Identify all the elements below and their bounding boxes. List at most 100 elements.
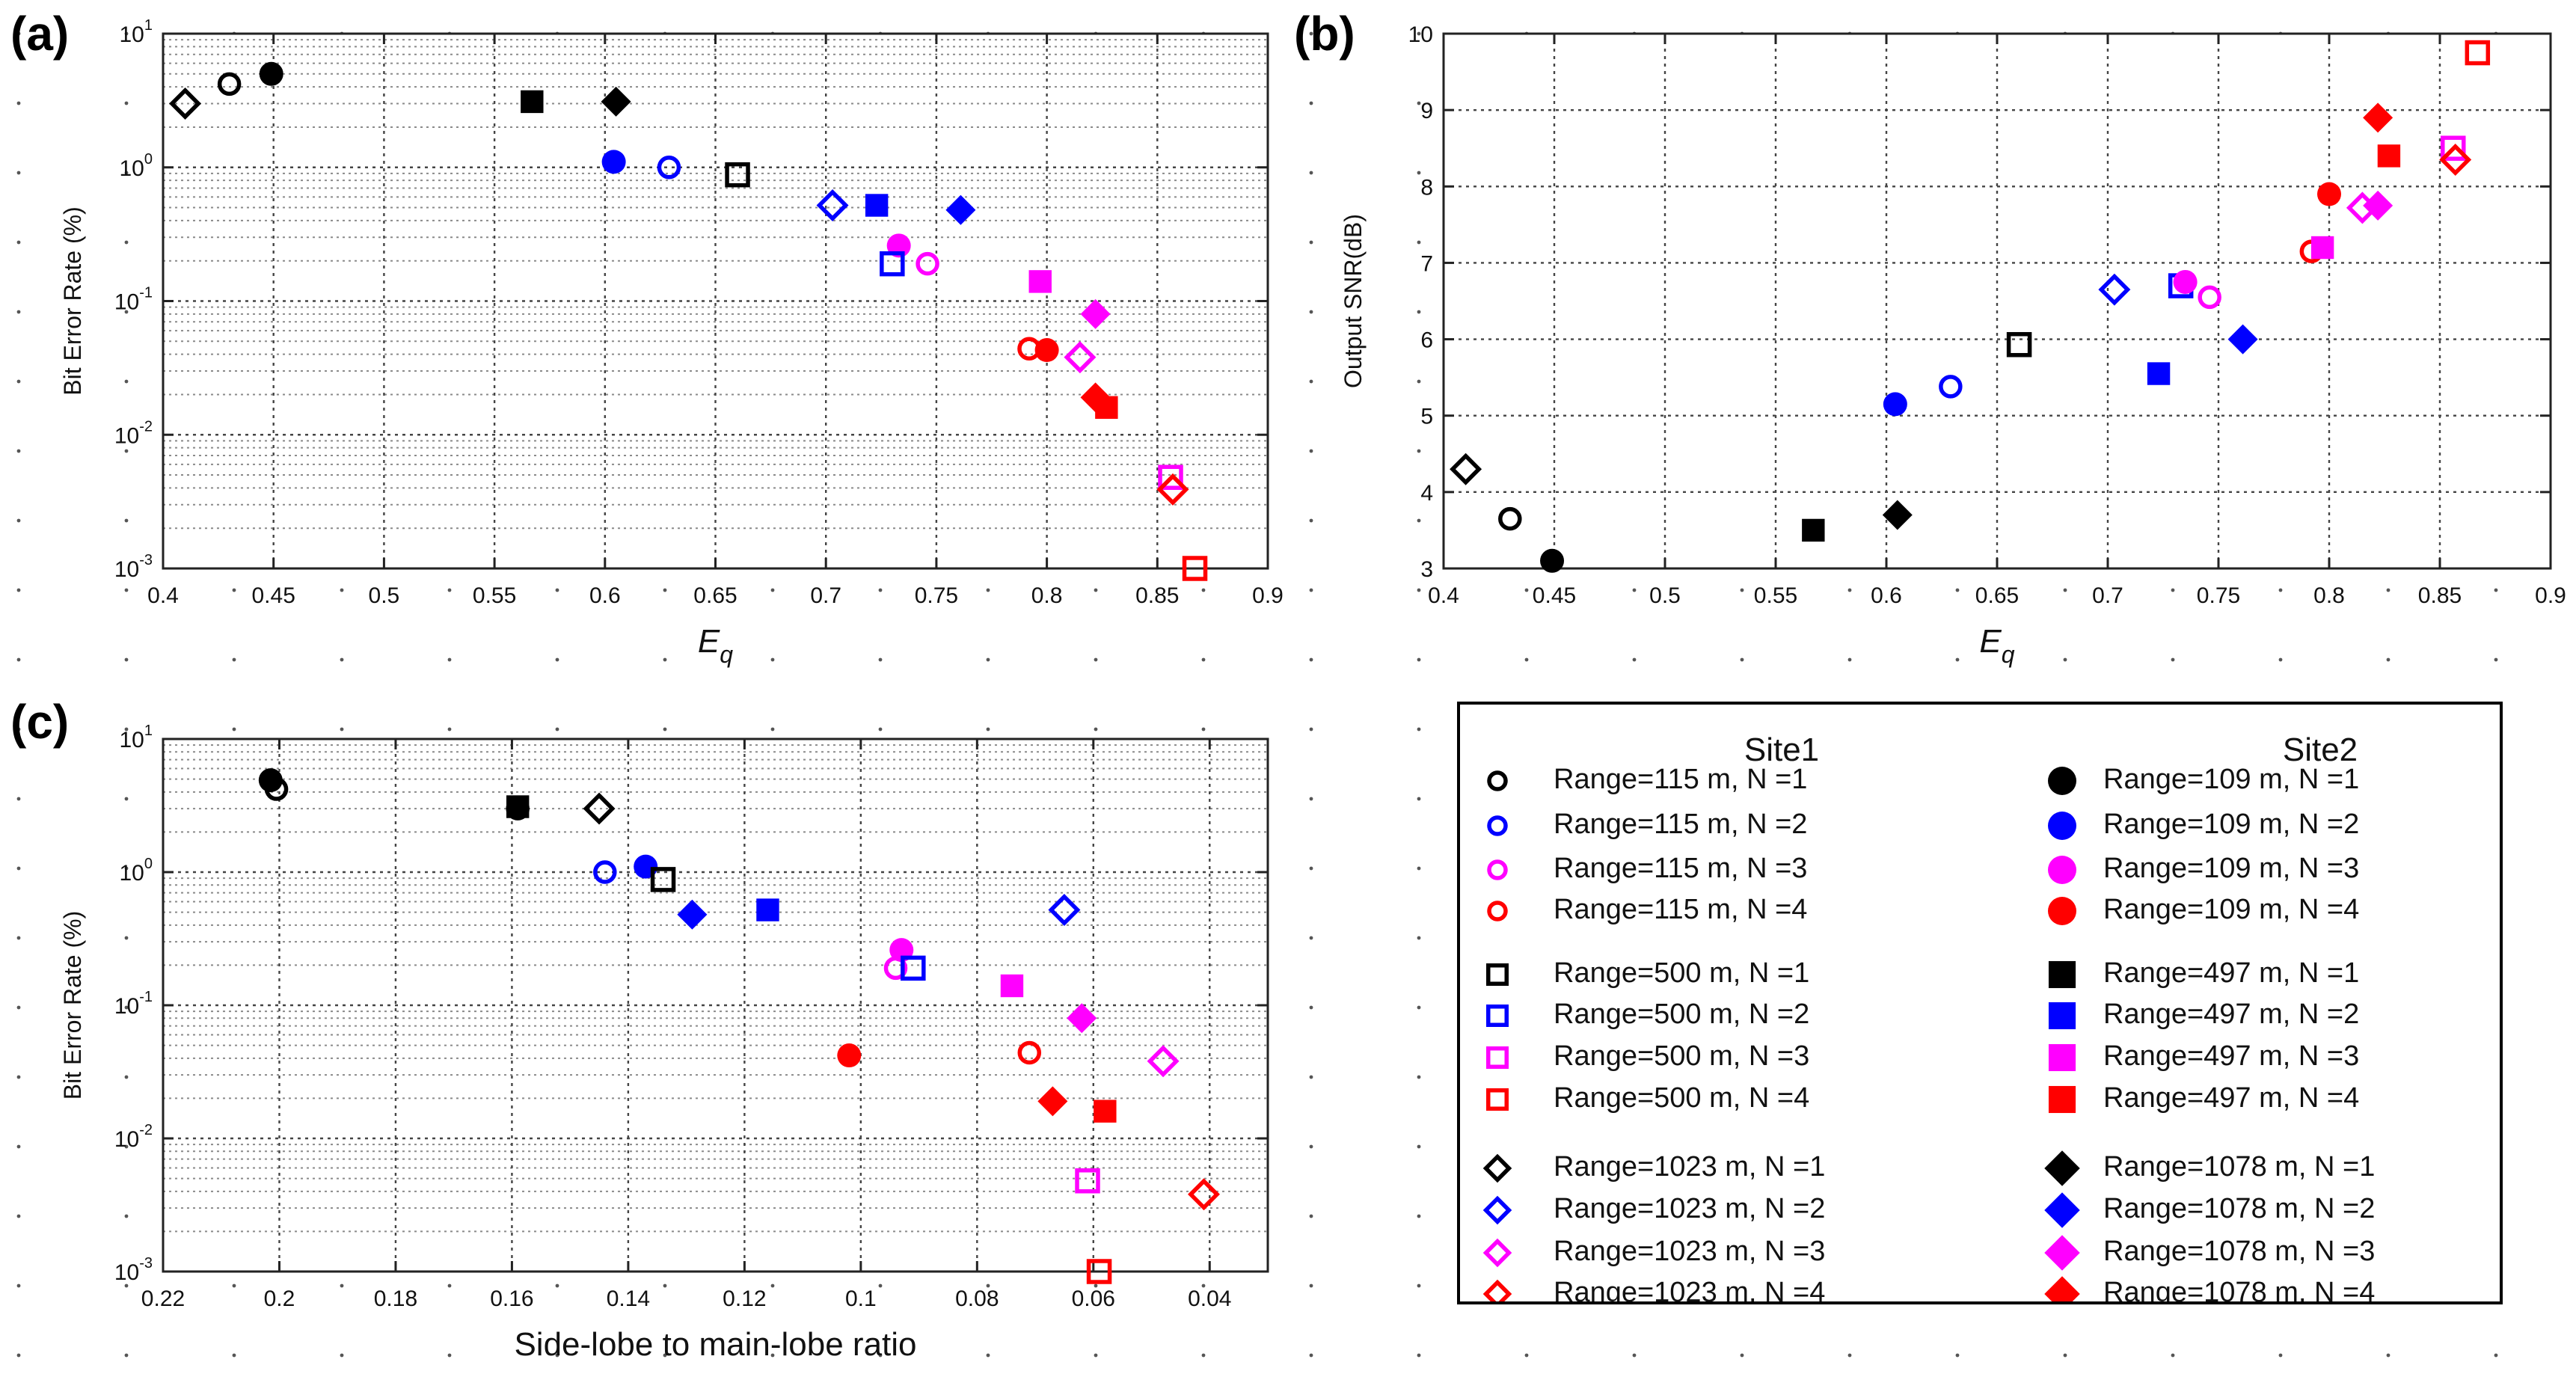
y-tick-label: 10-1 (114, 285, 153, 315)
data-point-diamond-open (1064, 341, 1097, 374)
legend-label-site2: Range=109 m, N =2 (2103, 809, 2359, 840)
data-point-square-open (1075, 1168, 1100, 1194)
data-point-square-open (901, 955, 926, 981)
data-point-circle-filled (2317, 182, 2341, 206)
x-tick-label: 0.4 (147, 583, 179, 608)
data-point-circle-filled (2173, 269, 2198, 294)
x-tick-label: 0.9 (1252, 583, 1284, 608)
data-point-diamond-open (1048, 894, 1081, 927)
legend-row: Range=115 m, N =2 Range=109 m, N =2 (1487, 809, 2359, 840)
y-tick-label: 8 (1420, 175, 1433, 200)
y-tick-label: 10 (1408, 22, 1433, 47)
x-axis-label-c: Side-lobe to main-lobe ratio (514, 1326, 916, 1363)
x-tick-label: 0.55 (1754, 583, 1797, 608)
data-point-circle-filled (1034, 338, 1059, 363)
legend-marker-site1-diamond (1482, 1195, 1512, 1225)
data-points-c (258, 768, 1220, 1284)
y-tick-label: 10-3 (114, 552, 153, 582)
y-tick-label: 3 (1420, 557, 1433, 582)
x-tick-label: 0.06 (1072, 1286, 1115, 1311)
x-tick-label: 0.45 (252, 583, 295, 608)
data-point-square-filled (1094, 1099, 1117, 1123)
ticks-a (162, 32, 1269, 570)
legend-row: Range=1023 m, N =4 Range=1078 m, N =4 (1482, 1276, 2375, 1301)
legend-label-site1: Range=1023 m, N =3 (1554, 1236, 1825, 1267)
x-tick-label: 0.6 (589, 583, 621, 608)
grid-c (162, 737, 1268, 1273)
y-tick-label: 10-1 (114, 989, 153, 1019)
x-tick-label: 0.2 (264, 1286, 295, 1311)
data-point-diamond-filled (1037, 1086, 1068, 1117)
data-point-square-open (1086, 1259, 1112, 1284)
y-tick-label: 5 (1420, 405, 1433, 429)
legend-marker-site2-square (2048, 1043, 2076, 1072)
data-point-diamond-open (1156, 473, 1189, 506)
x-tick-label: 0.16 (490, 1286, 533, 1311)
data-point-square-open (2465, 40, 2491, 66)
legend-marker-site1-circle (1487, 815, 1508, 836)
y-tick-label: 100 (120, 151, 153, 181)
data-point-circle-open (593, 860, 617, 884)
x-tick-label: 0.5 (369, 583, 400, 608)
legend-marker-site2-circle (2048, 812, 2076, 840)
legend-row: Range=500 m, N =3 Range=497 m, N =3 (1486, 1040, 2359, 1072)
x-tick-label: 0.55 (473, 583, 516, 608)
data-point-circle-open (1017, 1040, 1042, 1065)
y-tick-label: 4 (1420, 481, 1433, 506)
data-point-circle-filled (259, 61, 283, 86)
data-point-square-filled (2310, 236, 2334, 260)
x-tick-label: 0.7 (810, 583, 841, 608)
legend: Site1 Site2 Range=115 m, N =1 Range=109 m, … (1457, 702, 2503, 1304)
x-tick-label: 0.04 (1188, 1286, 1231, 1311)
x-tick-label: 0.6 (1871, 583, 1902, 608)
legend-label-site2: Range=1078 m, N =4 (2103, 1277, 2375, 1301)
x-tick-label: 0.1 (845, 1286, 877, 1311)
legend-row: Range=1023 m, N =2 Range=1078 m, N =2 (1482, 1192, 2375, 1228)
data-point-diamond-filled (1882, 500, 1913, 530)
data-point-square-open (650, 867, 676, 892)
x-tick-label: 0.08 (955, 1286, 999, 1311)
x-tick-label: 0.8 (2313, 583, 2345, 608)
legend-marker-site1-diamond (1482, 1279, 1512, 1301)
legend-label-site2: Range=1078 m, N =1 (2103, 1151, 2375, 1183)
data-point-circle-open (217, 72, 242, 96)
legend-row: Range=1023 m, N =1 Range=1078 m, N =1 (1482, 1150, 2375, 1186)
data-point-diamond-open (169, 87, 202, 120)
y-tick-label: 7 (1420, 251, 1433, 276)
legend-label-site1: Range=1023 m, N =4 (1554, 1277, 1825, 1301)
data-points-a (169, 61, 1208, 581)
y-tick-label: 10-3 (114, 1255, 153, 1285)
data-point-circle-open (916, 251, 939, 276)
legend-marker-site2-diamond (2044, 1192, 2080, 1228)
x-tick-label: 0.85 (1135, 583, 1179, 608)
legend-marker-site1-circle (1487, 901, 1508, 921)
legend-marker-site1-square (1486, 1046, 1509, 1069)
data-point-circle-filled (1883, 392, 1907, 417)
legend-label-site1: Range=500 m, N =1 (1554, 957, 1809, 989)
data-point-square-open (1158, 464, 1183, 490)
x-tick-label: 0.5 (1649, 583, 1681, 608)
plot-area-b (1444, 34, 2551, 568)
legend-label-site2: Range=497 m, N =3 (2103, 1040, 2359, 1072)
data-point-square-open (725, 162, 750, 188)
y-tick-label: 10-2 (114, 1122, 153, 1152)
data-point-circle-open (2198, 285, 2221, 310)
legend-label-site2: Range=1078 m, N =3 (2103, 1236, 2375, 1267)
legend-row: Range=115 m, N =4 Range=109 m, N =4 (1487, 894, 2359, 925)
data-point-diamond-filled (945, 194, 976, 225)
legend-marker-site1-diamond (1482, 1238, 1512, 1268)
legend-label-site1: Range=500 m, N =3 (1554, 1040, 1809, 1072)
legend-label-site1: Range=115 m, N =2 (1554, 809, 1807, 840)
data-point-square-filled (1028, 270, 1052, 293)
data-point-diamond-filled (1067, 1003, 1097, 1034)
x-tick-label: 0.12 (723, 1286, 766, 1311)
legend-site2-title: Site2 (2283, 732, 2358, 768)
y-tick-label: 101 (120, 17, 153, 47)
legend-label-site1: Range=1023 m, N =2 (1554, 1193, 1825, 1224)
data-point-diamond-filled (2363, 102, 2393, 133)
data-point-diamond-open (1188, 1178, 1220, 1211)
data-point-circle-filled (837, 1043, 862, 1068)
legend-marker-site2-square (2048, 1085, 2076, 1114)
